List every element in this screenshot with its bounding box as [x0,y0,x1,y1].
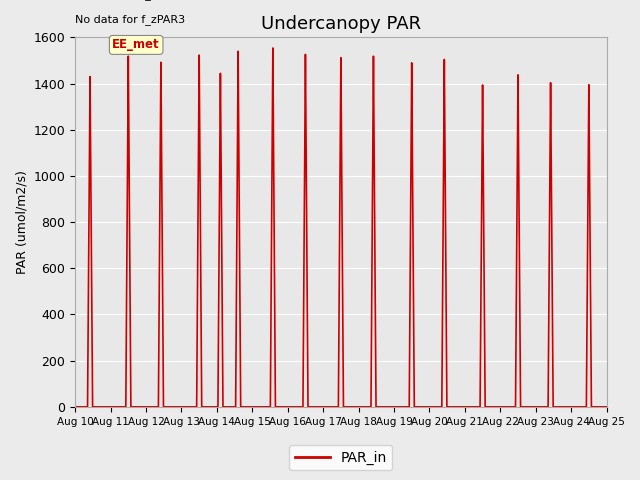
Y-axis label: PAR (umol/m2/s): PAR (umol/m2/s) [15,170,28,274]
Title: Undercanopy PAR: Undercanopy PAR [260,15,421,33]
Text: EE_met: EE_met [113,38,160,51]
Legend: PAR_in: PAR_in [289,445,392,470]
Text: No data for f_zPAR3: No data for f_zPAR3 [75,14,185,25]
